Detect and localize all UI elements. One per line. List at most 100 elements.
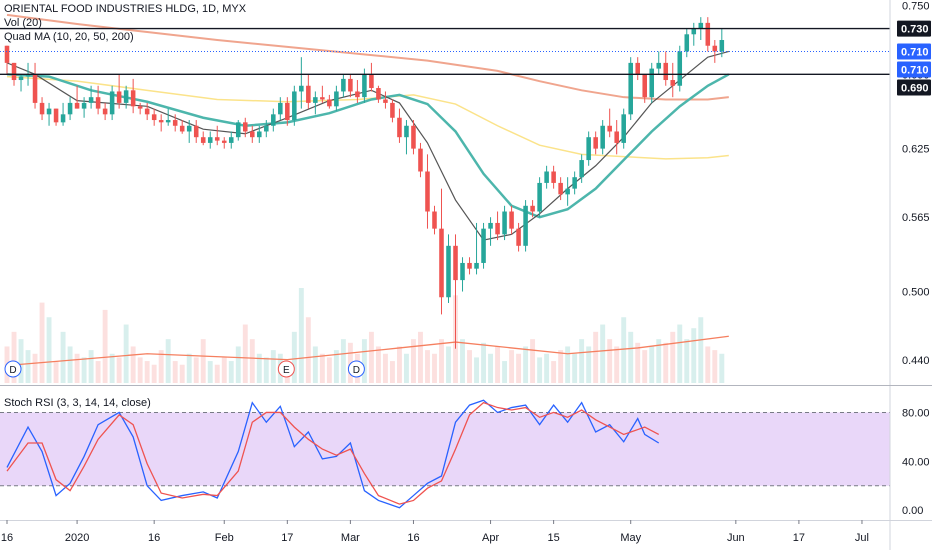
candle[interactable] <box>537 177 542 218</box>
candle[interactable] <box>425 154 430 229</box>
candle[interactable] <box>158 114 164 132</box>
candle[interactable] <box>467 257 472 275</box>
candle[interactable] <box>369 62 374 92</box>
candle[interactable] <box>516 222 521 252</box>
candle[interactable] <box>193 120 199 143</box>
stoch-rsi-pane[interactable] <box>0 399 890 509</box>
candle[interactable] <box>586 131 591 166</box>
candle[interactable] <box>242 117 248 138</box>
event-marker[interactable]: D <box>347 360 365 378</box>
candle[interactable] <box>432 205 437 235</box>
candle[interactable] <box>228 131 234 149</box>
candle[interactable] <box>81 97 87 118</box>
candle[interactable] <box>495 211 500 241</box>
candle[interactable] <box>572 171 577 195</box>
candle[interactable] <box>46 102 52 126</box>
candle[interactable] <box>544 165 549 189</box>
candle[interactable] <box>74 85 80 109</box>
candle[interactable] <box>39 97 45 121</box>
candle[interactable] <box>320 85 325 103</box>
candle[interactable] <box>200 131 206 146</box>
candle[interactable] <box>460 257 465 292</box>
candle[interactable] <box>607 108 612 138</box>
candle[interactable] <box>551 165 556 189</box>
candle[interactable] <box>691 22 697 46</box>
candle[interactable] <box>334 85 339 111</box>
candle[interactable] <box>221 137 227 149</box>
candle[interactable] <box>214 125 220 146</box>
candle[interactable] <box>67 97 73 121</box>
candle[interactable] <box>207 131 213 149</box>
candle[interactable] <box>397 108 402 143</box>
candle[interactable] <box>635 57 640 81</box>
candle[interactable] <box>348 74 353 98</box>
candle[interactable] <box>411 120 416 155</box>
candle[interactable] <box>60 102 66 126</box>
candle[interactable] <box>488 217 493 246</box>
candle[interactable] <box>102 102 108 121</box>
candle[interactable] <box>172 114 178 132</box>
candle[interactable] <box>186 120 192 143</box>
candle[interactable] <box>474 222 479 275</box>
candle[interactable] <box>558 177 563 201</box>
candle[interactable] <box>306 74 311 109</box>
candle[interactable] <box>404 120 409 155</box>
candle[interactable] <box>137 102 143 115</box>
candle[interactable] <box>663 51 669 86</box>
candle[interactable] <box>649 62 655 103</box>
candle[interactable] <box>677 45 683 92</box>
candle[interactable] <box>144 102 150 121</box>
candle[interactable] <box>313 91 318 115</box>
candle[interactable] <box>299 57 304 109</box>
candle[interactable] <box>614 120 619 155</box>
candle[interactable] <box>250 125 255 143</box>
candle[interactable] <box>179 120 185 134</box>
candle[interactable] <box>523 200 528 252</box>
candle[interactable] <box>341 74 346 98</box>
candle[interactable] <box>285 97 290 126</box>
candle[interactable] <box>453 234 458 349</box>
candle[interactable] <box>116 74 122 109</box>
candle[interactable] <box>418 142 423 178</box>
candle[interactable] <box>439 188 444 315</box>
candle[interactable] <box>656 51 662 75</box>
candle[interactable] <box>684 28 690 58</box>
candle[interactable] <box>509 205 514 235</box>
candle[interactable] <box>18 74 24 92</box>
candle[interactable] <box>95 85 101 115</box>
candle[interactable] <box>235 120 241 141</box>
candle[interactable] <box>109 85 115 121</box>
candle[interactable] <box>705 17 711 52</box>
candle[interactable] <box>271 108 276 132</box>
candle[interactable] <box>53 108 59 126</box>
candle[interactable] <box>621 108 626 149</box>
candle[interactable] <box>278 97 283 121</box>
candle[interactable] <box>670 62 676 98</box>
candle[interactable] <box>327 94 332 109</box>
candle[interactable] <box>565 177 570 206</box>
candle[interactable] <box>130 78 136 114</box>
candle[interactable] <box>257 125 262 143</box>
candle[interactable] <box>355 80 360 103</box>
candle[interactable] <box>530 200 535 218</box>
candle[interactable] <box>376 85 381 103</box>
candle[interactable] <box>642 74 648 103</box>
candle[interactable] <box>165 108 171 126</box>
candle[interactable] <box>292 85 297 126</box>
candle[interactable] <box>32 62 38 109</box>
candle[interactable] <box>446 234 451 303</box>
candle[interactable] <box>123 85 129 109</box>
candle[interactable] <box>628 57 633 121</box>
candle[interactable] <box>600 120 605 155</box>
candle[interactable] <box>4 45 10 75</box>
candle[interactable] <box>383 91 388 109</box>
candle[interactable] <box>719 28 725 58</box>
candle[interactable] <box>88 85 94 109</box>
event-marker[interactable]: E <box>277 360 295 378</box>
candle[interactable] <box>390 99 395 123</box>
event-marker[interactable]: D <box>4 360 22 378</box>
candle[interactable] <box>481 222 486 269</box>
candle[interactable] <box>502 205 507 241</box>
